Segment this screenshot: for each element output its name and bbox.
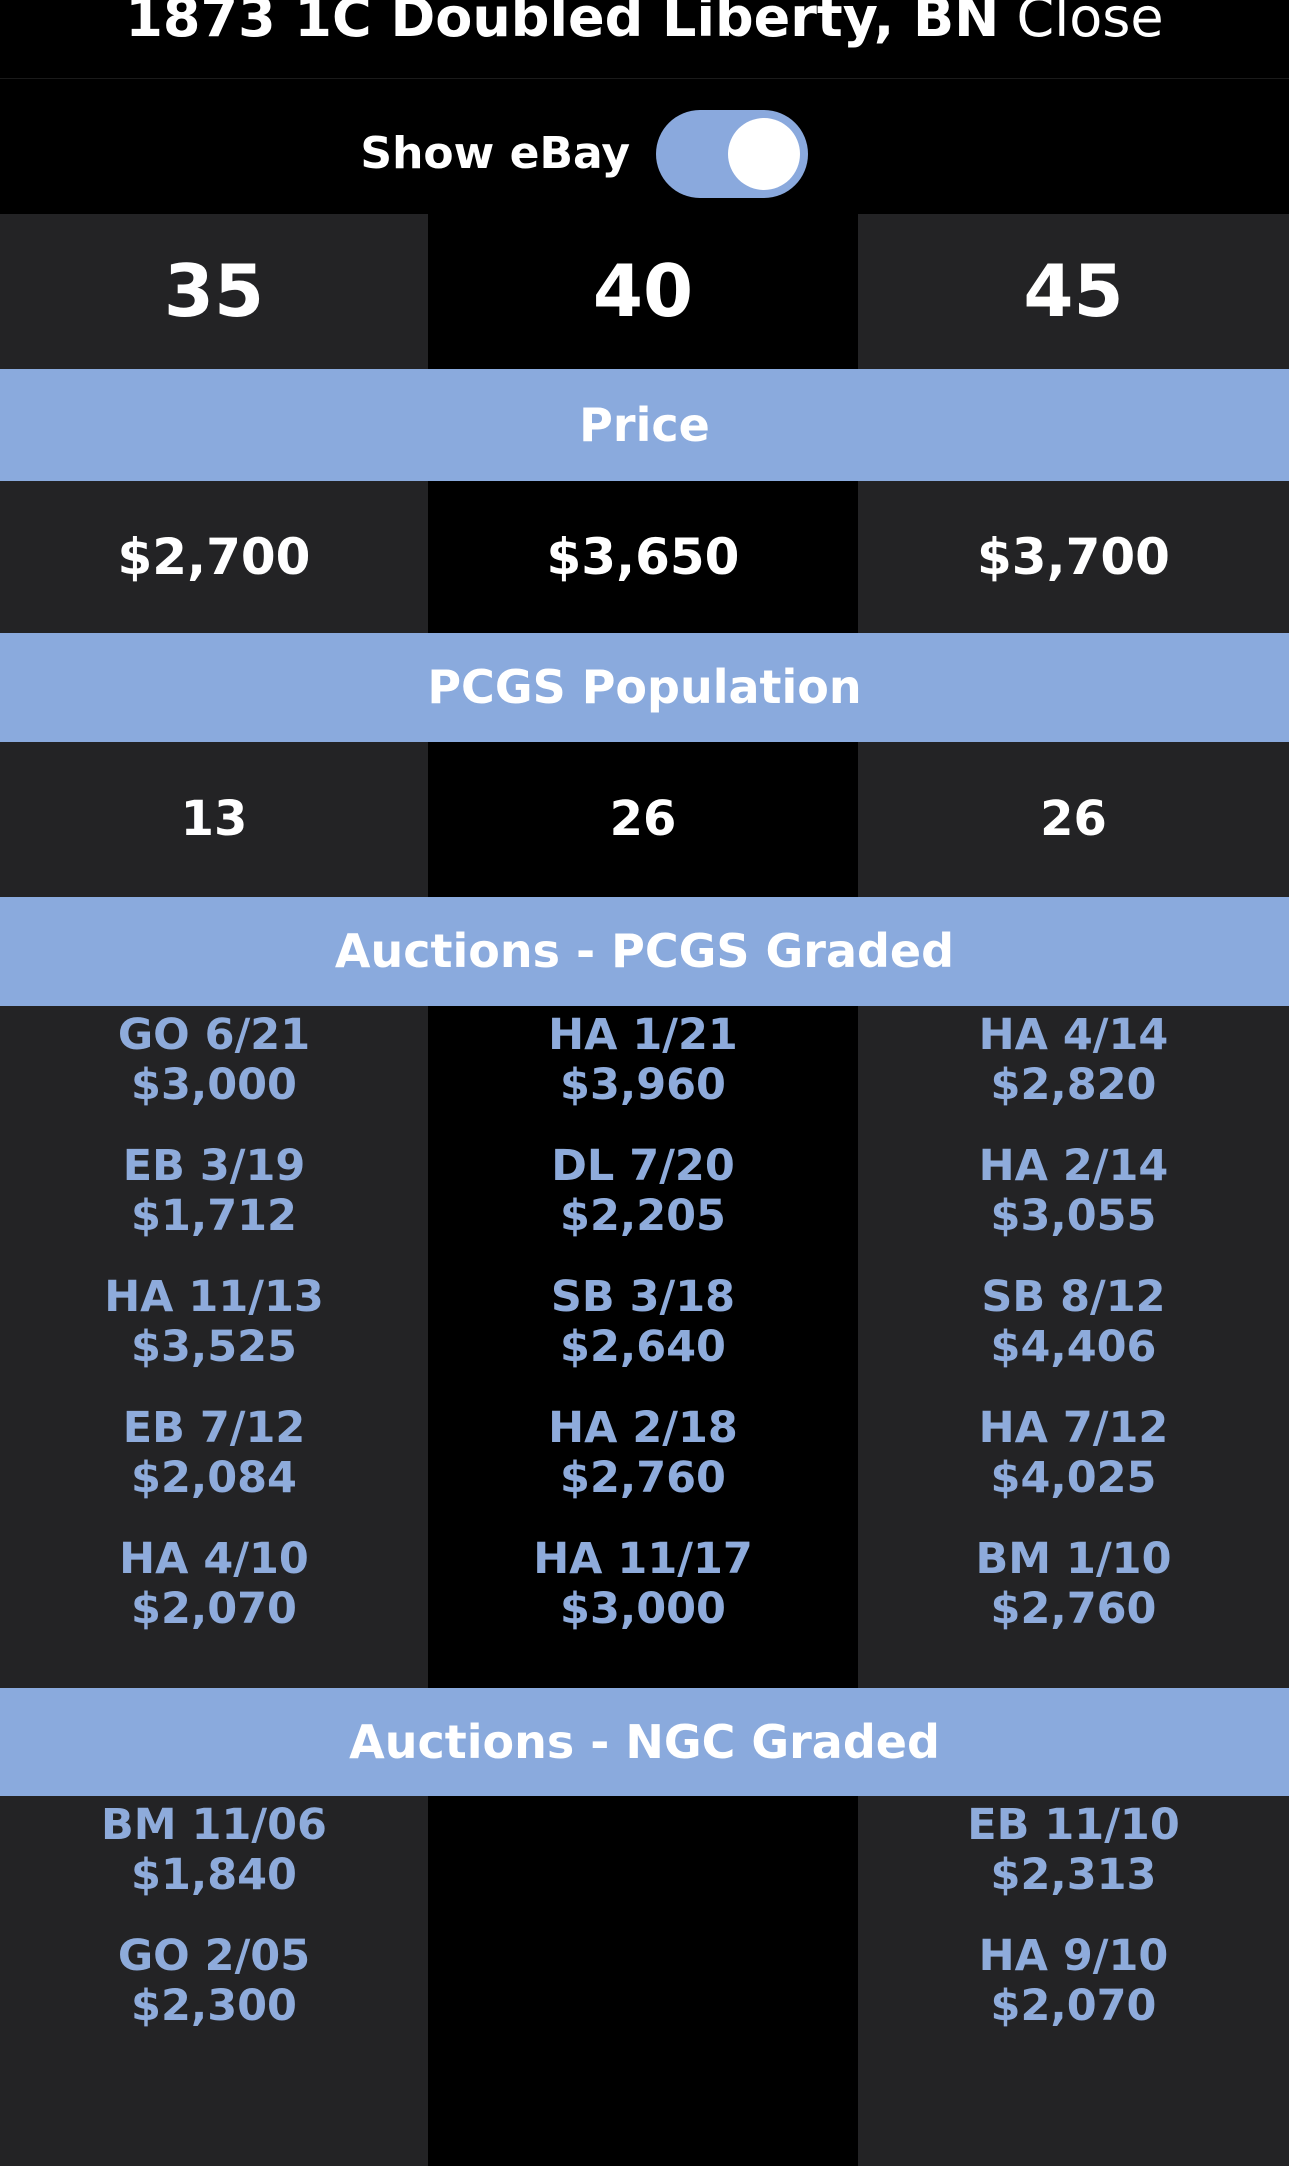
section-header: Auctions - PCGS Graded [0, 897, 1289, 1006]
column-bg [0, 214, 428, 2166]
auction-label: HA 9/10 [978, 1931, 1169, 1981]
auction-price: $2,820 [990, 1060, 1157, 1110]
price: $3,700 [977, 528, 1170, 586]
auction-label: SB 3/18 [550, 1272, 736, 1322]
auction-label: HA 2/18 [548, 1403, 738, 1453]
auction-label: HA 4/10 [119, 1534, 309, 1584]
auction-price: $2,084 [131, 1453, 297, 1503]
auction-price: $3,000 [131, 1060, 297, 1110]
close-button[interactable]: Close [1016, 0, 1164, 49]
auction-label: HA 11/17 [533, 1534, 753, 1584]
auction-price: $2,070 [990, 1981, 1157, 2031]
auction-price: $4,406 [990, 1322, 1157, 1372]
auction-label: HA 4/14 [978, 1010, 1169, 1060]
auction-label: EB 3/19 [122, 1141, 306, 1191]
auction-price: $2,313 [990, 1850, 1157, 1900]
auction-label: GO 2/05 [117, 1931, 311, 1981]
auction-label: BM 11/06 [101, 1800, 327, 1850]
section-header: PCGS Population [0, 633, 1289, 742]
auction-label: DL 7/20 [551, 1141, 735, 1191]
population: 26 [1040, 791, 1107, 847]
auction-price: $2,300 [131, 1981, 297, 2031]
auction-label: GO 6/21 [117, 1010, 311, 1060]
auction-price: $3,055 [990, 1191, 1157, 1241]
auction-price: $3,960 [560, 1060, 726, 1110]
auction-price: $2,205 [560, 1191, 726, 1241]
auction-label: SB 8/12 [981, 1272, 1166, 1322]
auction-price: $2,760 [990, 1584, 1157, 1634]
column-bg [428, 214, 858, 2166]
auction-label: BM 1/10 [975, 1534, 1172, 1584]
auction-price: $2,640 [560, 1322, 726, 1372]
ebay-toggle[interactable] [656, 110, 808, 198]
auction-label: EB 7/12 [122, 1403, 306, 1453]
toggle-knob [728, 118, 800, 190]
auction-price: $4,025 [990, 1453, 1157, 1503]
toggle-label: Show eBay [360, 128, 630, 179]
auction-price: $2,760 [560, 1453, 726, 1503]
price: $2,700 [117, 528, 311, 586]
section-header: Price [0, 369, 1289, 481]
grade: 40 [592, 249, 694, 333]
title-bar: 1873 1C Doubled Liberty, BN Close [0, 0, 1289, 79]
population: 26 [609, 791, 677, 847]
grade: 45 [1023, 249, 1124, 333]
grade: 35 [163, 249, 265, 333]
auction-label: HA 11/13 [104, 1272, 324, 1322]
auction-label: HA 2/14 [978, 1141, 1169, 1191]
auction-label: HA 7/12 [978, 1403, 1169, 1453]
population: 13 [180, 791, 248, 847]
auction-label: HA 1/21 [548, 1010, 738, 1060]
title: 1873 1C Doubled Liberty, BN [125, 0, 1000, 49]
auction-label: EB 11/10 [967, 1800, 1180, 1850]
column-bg [858, 214, 1289, 2166]
auction-price: $3,525 [131, 1322, 297, 1372]
price: $3,650 [546, 528, 740, 586]
auction-price: $1,712 [131, 1191, 297, 1241]
auction-price: $2,070 [131, 1584, 297, 1634]
auction-price: $1,840 [131, 1850, 297, 1900]
section-header: Auctions - NGC Graded [0, 1688, 1289, 1796]
auction-price: $3,000 [560, 1584, 726, 1634]
